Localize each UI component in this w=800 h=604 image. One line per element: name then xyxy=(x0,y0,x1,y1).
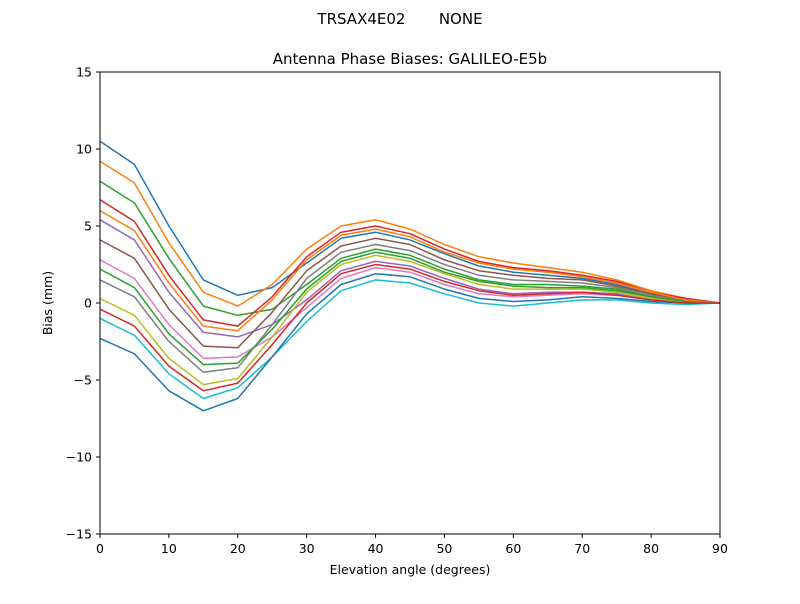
plot-lines xyxy=(99,140,721,412)
x-tick-label: 10 xyxy=(161,541,177,556)
x-tick-label: 20 xyxy=(230,541,246,556)
x-tick-label: 80 xyxy=(643,541,659,556)
series-line-12 xyxy=(99,209,721,332)
series-line-7 xyxy=(99,259,720,360)
y-tick-label: 0 xyxy=(84,296,92,311)
series-line-9 xyxy=(99,254,721,386)
series-line-14 xyxy=(99,263,720,392)
x-axis: 0 10 20 30 40 50 60 70 80 90 xyxy=(96,534,728,556)
series-line-3 xyxy=(99,180,721,317)
series-line-4 xyxy=(99,199,721,327)
y-tick-label: −5 xyxy=(74,373,92,388)
series-line-11 xyxy=(99,272,720,412)
y-tick-label: 15 xyxy=(76,65,92,80)
x-tick-label: 30 xyxy=(299,541,315,556)
x-tick-label: 90 xyxy=(712,541,728,556)
y-axis: −15 −10 −5 0 5 10 15 xyxy=(66,65,100,542)
x-tick-label: 40 xyxy=(368,541,384,556)
series-line-8 xyxy=(99,243,721,374)
chart-suptitle: TRSAX4E02 NONE xyxy=(316,10,482,28)
series-line-1 xyxy=(99,140,721,304)
series-line-13 xyxy=(99,251,721,366)
x-axis-label: Elevation angle (degrees) xyxy=(330,562,491,577)
series-line-5 xyxy=(99,219,720,338)
x-tick-label: 60 xyxy=(505,541,521,556)
chart-title: Antenna Phase Biases: GALILEO-E5b xyxy=(273,50,547,68)
y-tick-label: 5 xyxy=(84,219,92,234)
y-axis-label: Bias (mm) xyxy=(40,271,55,335)
series-line-2 xyxy=(99,160,721,307)
plot-frame xyxy=(99,71,721,535)
y-tick-label: −10 xyxy=(66,450,92,465)
x-tick-label: 0 xyxy=(96,541,104,556)
y-tick-label: 10 xyxy=(76,142,92,157)
series-line-6 xyxy=(99,237,721,349)
x-tick-label: 70 xyxy=(574,541,590,556)
y-tick-label: −15 xyxy=(66,527,92,542)
series-line-10 xyxy=(99,279,721,400)
x-tick-label: 50 xyxy=(436,541,452,556)
